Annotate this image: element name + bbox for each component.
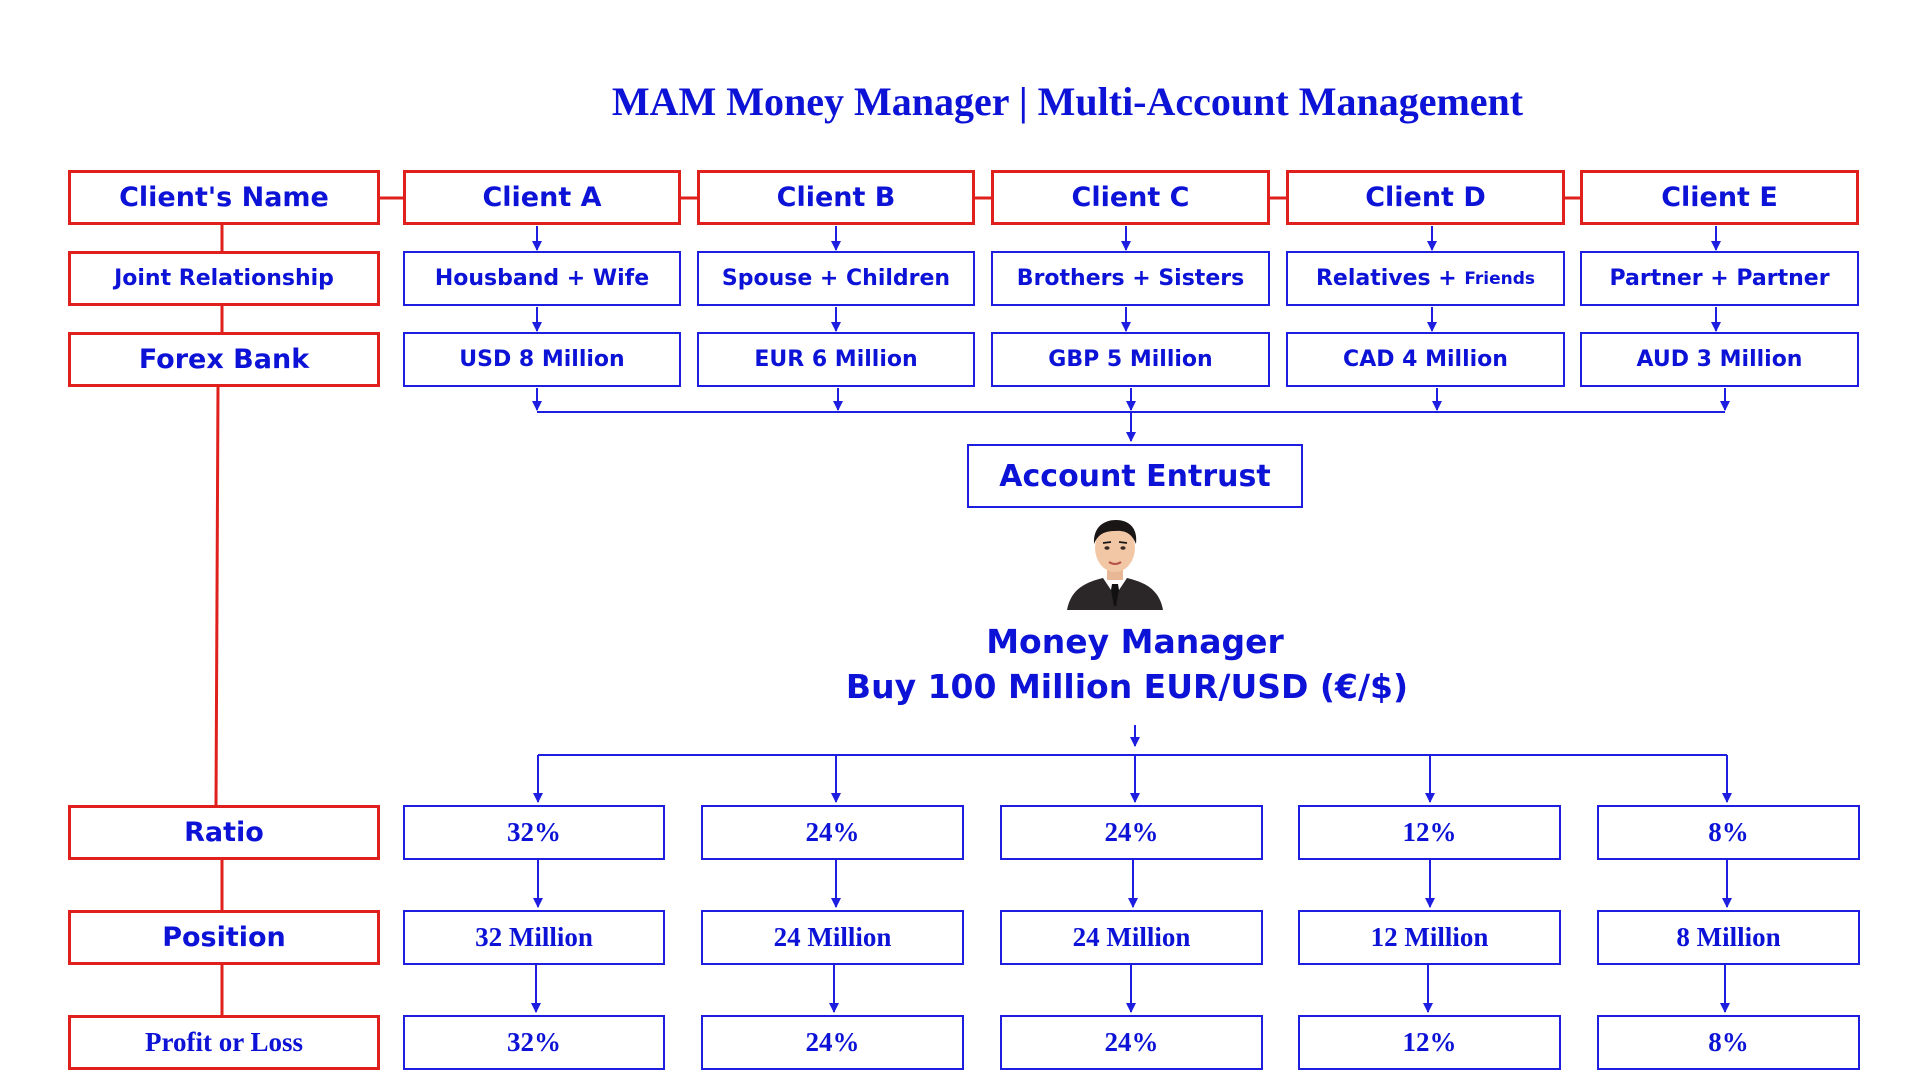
client-a-name: Client A <box>403 170 681 225</box>
allocation-5-pnl: 8% <box>1597 1015 1860 1070</box>
client-b-bank: EUR 6 Million <box>697 332 975 387</box>
allocation-2-position: 24 Million <box>701 910 964 965</box>
client-c-bank: GBP 5 Million <box>991 332 1270 387</box>
allocation-3-pnl: 24% <box>1000 1015 1263 1070</box>
client-c-name: Client C <box>991 170 1270 225</box>
allocation-1-ratio: 32% <box>403 805 665 860</box>
money-manager-title: Money Manager <box>986 622 1284 661</box>
client-d-relationship-main: Relatives + <box>1315 266 1465 291</box>
client-c-relationship: Brothers + Sisters <box>991 251 1270 306</box>
client-b-relationship: Spouse + Children <box>697 251 975 306</box>
client-d-relationship: Relatives + Friends <box>1286 251 1565 306</box>
allocation-2-ratio: 24% <box>701 805 964 860</box>
client-a-bank: USD 8 Million <box>403 332 681 387</box>
allocation-4-ratio: 12% <box>1298 805 1561 860</box>
allocation-1-position: 32 Million <box>403 910 665 965</box>
page-title: MAM Money Manager | Multi-Account Manage… <box>611 79 1524 124</box>
client-d-bank: CAD 4 Million <box>1286 332 1565 387</box>
client-e-name: Client E <box>1580 170 1859 225</box>
client-b-name: Client B <box>697 170 975 225</box>
allocation-3-position: 24 Million <box>1000 910 1263 965</box>
allocation-1-pnl: 32% <box>403 1015 665 1070</box>
label-joint-relationship: Joint Relationship <box>68 251 380 306</box>
client-d-name: Client D <box>1286 170 1565 225</box>
client-e-relationship: Partner + Partner <box>1580 251 1859 306</box>
label-profit-or-loss: Profit or Loss <box>68 1015 380 1070</box>
money-manager-avatar <box>1067 520 1163 610</box>
client-d-relationship-small: Friends <box>1464 268 1536 289</box>
account-entrust-box: Account Entrust <box>967 444 1303 508</box>
allocation-5-ratio: 8% <box>1597 805 1860 860</box>
allocation-2-pnl: 24% <box>701 1015 964 1070</box>
allocation-4-position: 12 Million <box>1298 910 1561 965</box>
label-forex-bank: Forex Bank <box>68 332 380 387</box>
label-position: Position <box>68 910 380 965</box>
allocation-5-position: 8 Million <box>1597 910 1860 965</box>
allocation-3-ratio: 24% <box>1000 805 1263 860</box>
label-clients-name: Client's Name <box>68 170 380 225</box>
money-manager-action: Buy 100 Million EUR/USD (€/$) <box>845 667 1409 706</box>
client-e-bank: AUD 3 Million <box>1580 332 1859 387</box>
client-a-relationship: Housband + Wife <box>403 251 681 306</box>
allocation-4-pnl: 12% <box>1298 1015 1561 1070</box>
label-ratio: Ratio <box>68 805 380 860</box>
